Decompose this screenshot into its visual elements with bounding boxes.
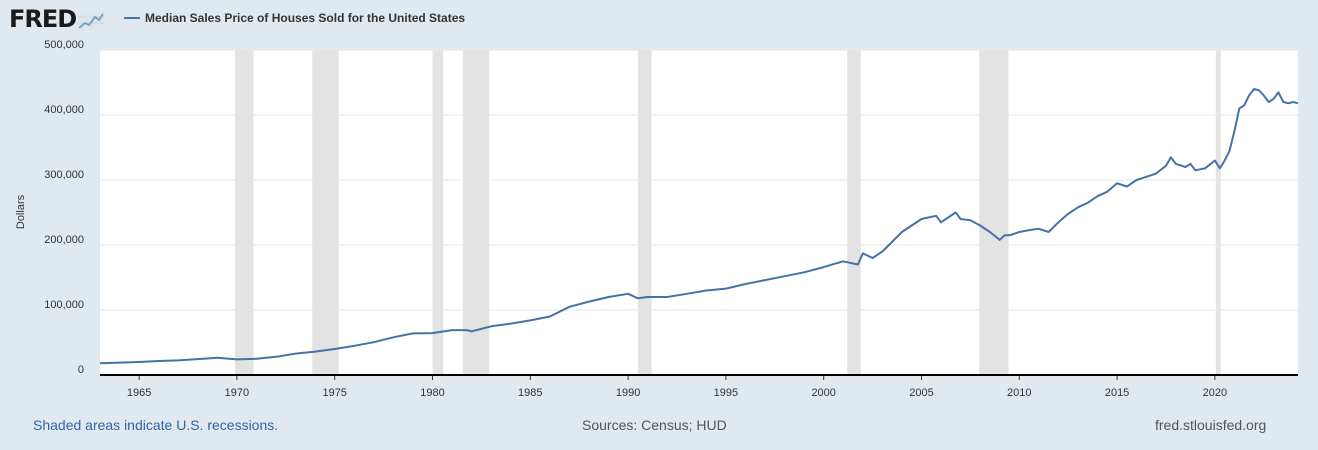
x-tick-label: 1970 [225,387,249,399]
line-chart: 0 100,000 200,000 300,000 400,000 500,000 196… [15,39,1299,399]
x-tick-label: 2010 [1007,387,1031,399]
y-tick-label: 300,000 [44,169,84,181]
x-tick-label: 1990 [616,387,640,399]
site-link[interactable]: fred.stlouisfed.org [1155,417,1267,433]
y-tick-label: 100,000 [44,299,84,311]
x-tick-label: 1985 [518,387,542,399]
x-tick-label: 1965 [127,387,151,399]
plot-area [100,50,1298,375]
legend-line-swatch [124,17,140,19]
series-line [99,88,1299,365]
recession-band [432,50,444,375]
recession-band [979,50,1009,375]
x-tick-label: 2015 [1105,387,1129,399]
y-tick-label: 400,000 [44,104,84,116]
recession-band [234,50,254,375]
recession-band [1215,50,1221,375]
recession-note-link[interactable]: Shaded areas indicate U.S. recessions. [33,417,279,433]
fred-logo-text: FRED [9,5,77,33]
sources-text: Sources: Census; HUD [582,417,727,433]
fred-logo[interactable]: FRED [9,4,105,34]
chart-legend[interactable]: Median Sales Price of Houses Sold for th… [124,11,465,25]
x-tick-label: 1980 [420,387,444,399]
x-tick-label: 2000 [811,387,835,399]
y-tick-label: 200,000 [44,234,84,246]
x-tick-label: 2005 [909,387,933,399]
y-tick-label: 500,000 [44,39,84,51]
y-tick-label: 0 [78,364,84,376]
recession-band [637,50,652,375]
y-axis-label: Dollars [15,194,27,229]
recession-band [847,50,861,375]
recession-band [312,50,339,375]
legend-label: Median Sales Price of Houses Sold for th… [145,11,466,25]
x-tick-label: 1995 [714,387,738,399]
x-tick-label: 2020 [1203,387,1227,399]
recession-band [462,50,490,375]
x-tick-label: 1975 [322,387,346,399]
fred-graph-icon [78,10,105,31]
